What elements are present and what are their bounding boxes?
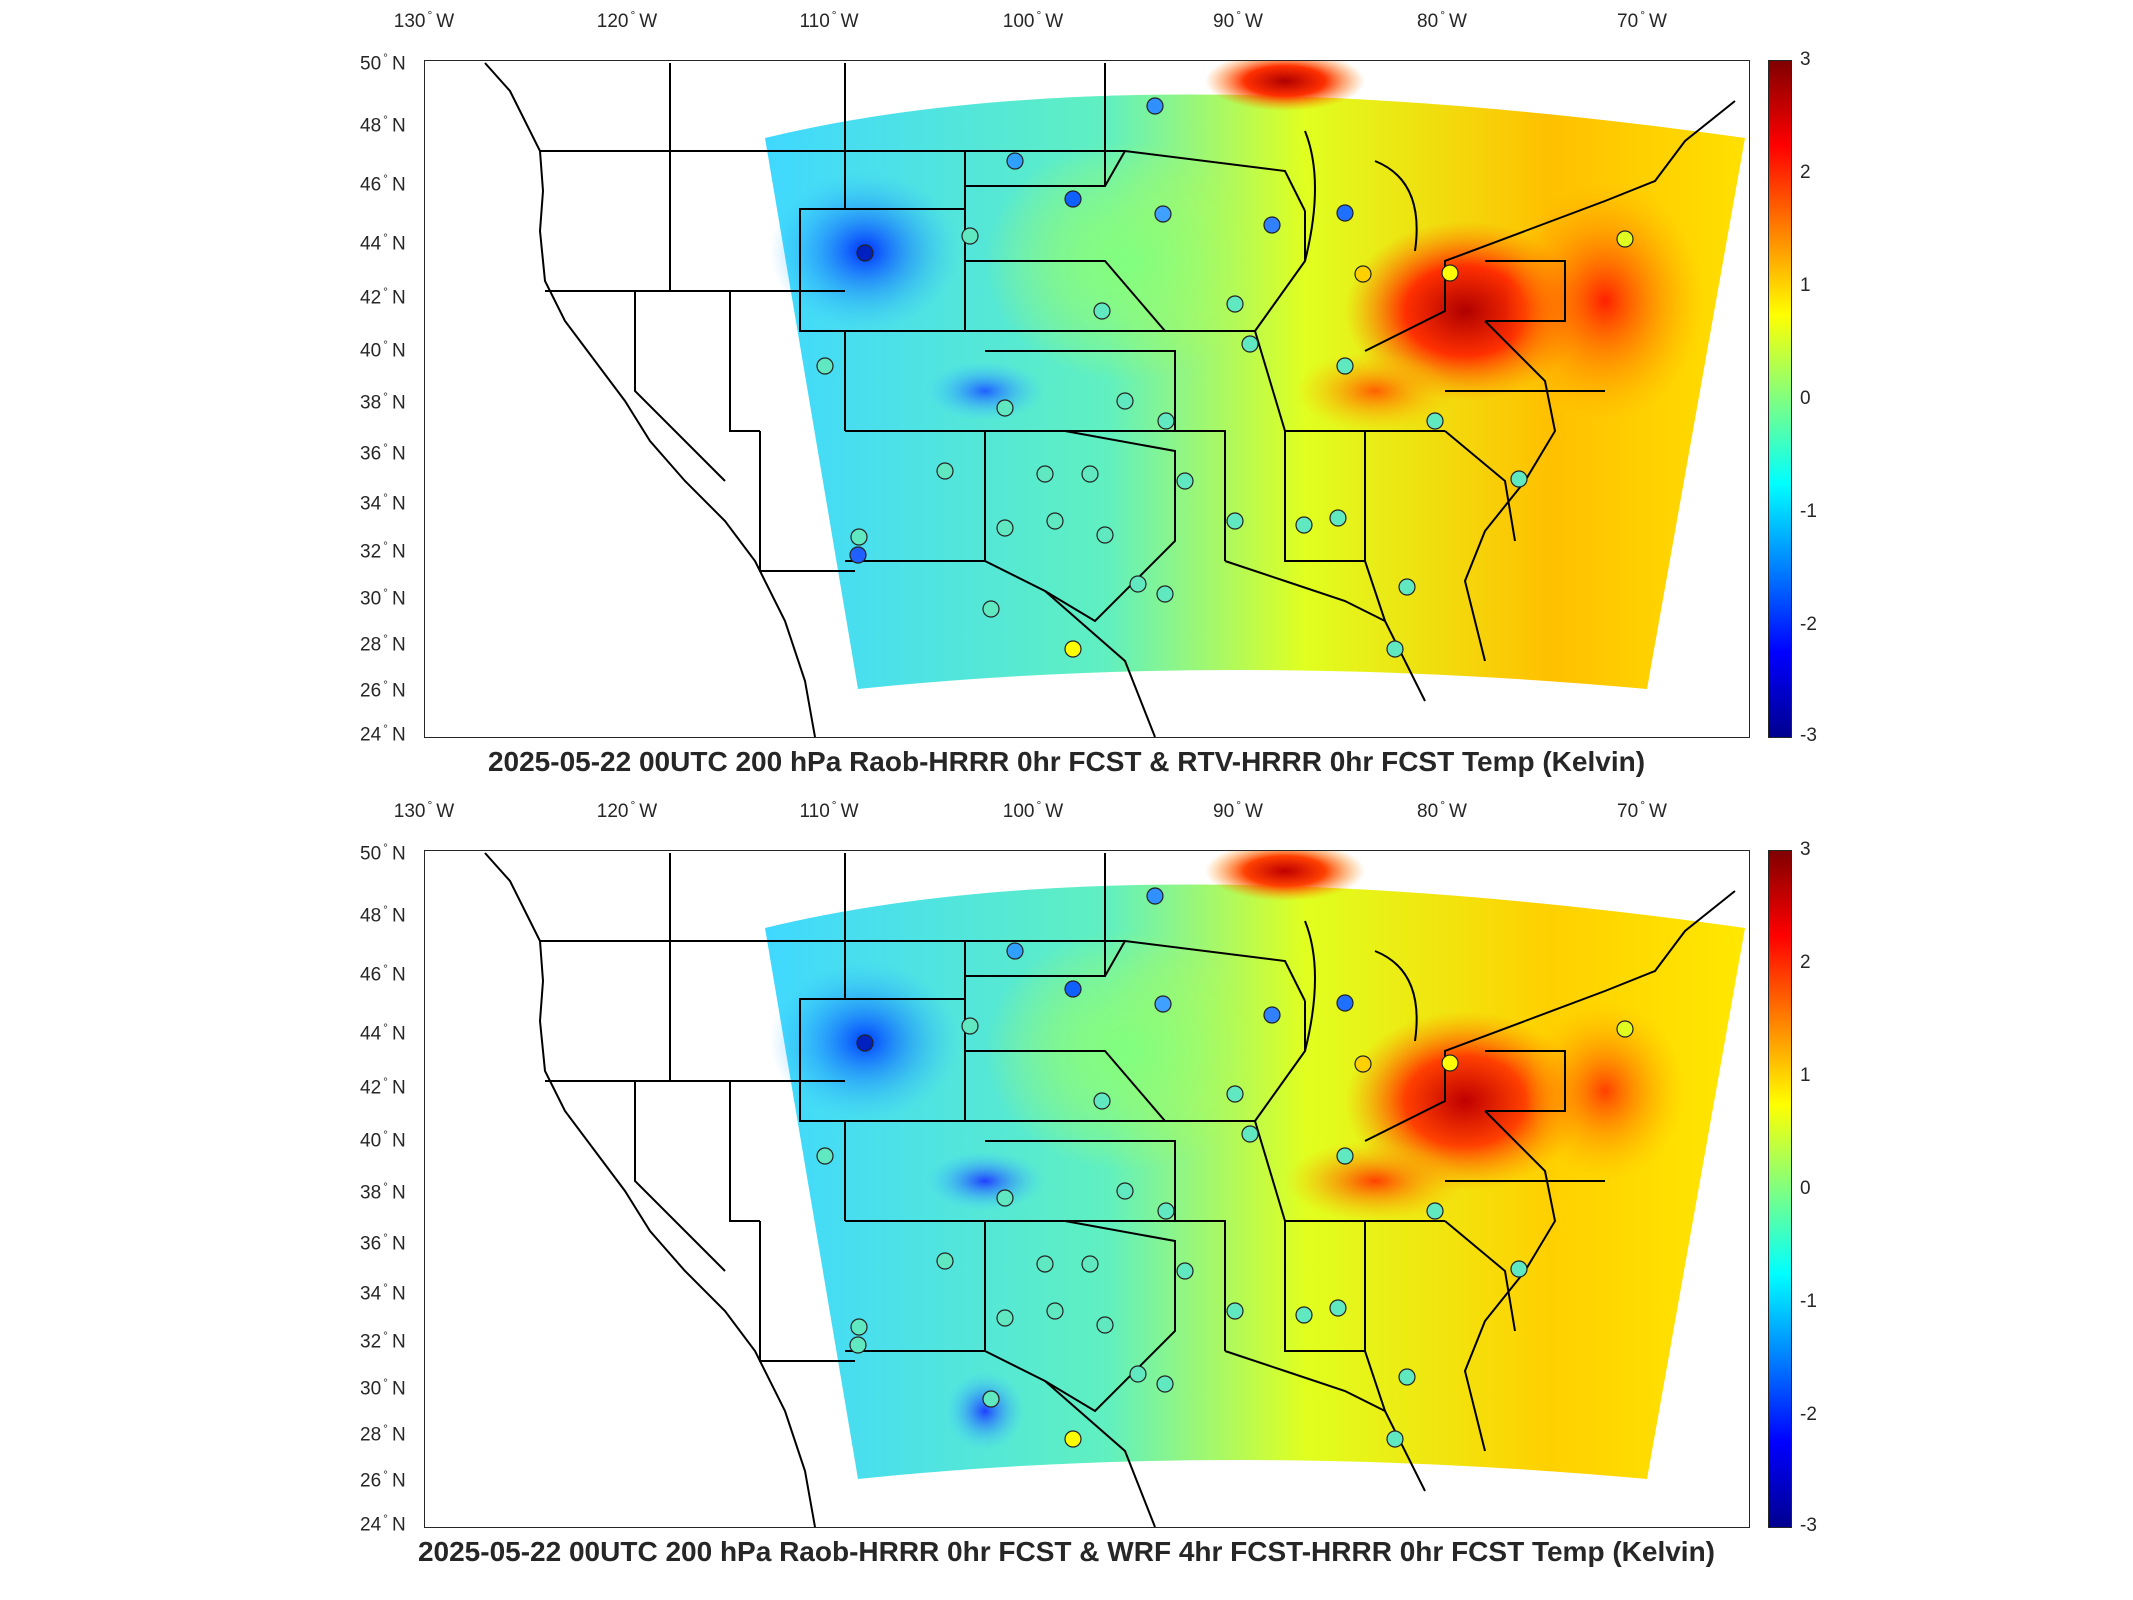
lat-label: 30 ° N (360, 1375, 406, 1400)
colorbar-tick-label: -2 (1800, 614, 1817, 635)
colorbar-tick-label: 3 (1800, 49, 1811, 70)
lat-label: 28 ° N (360, 1421, 406, 1446)
map-plot-area (424, 60, 1750, 738)
lon-label: 100 ° W (1002, 8, 1064, 32)
lat-label: 32 ° N (360, 1328, 406, 1353)
lat-label: 34 ° N (360, 490, 406, 515)
lat-label: 46 ° N (360, 171, 406, 196)
lon-label: 130 ° W (393, 798, 455, 822)
colorbar-tick-label: -3 (1800, 725, 1817, 746)
lat-label: 42 ° N (360, 284, 406, 309)
panel-title: 2025-05-22 00UTC 200 hPa Raob-HRRR 0hr F… (487, 746, 1646, 777)
lon-label: 80 ° W (1417, 798, 1467, 822)
lat-label: 42 ° N (360, 1074, 406, 1099)
lon-label: 100 ° W (1002, 798, 1064, 822)
colorbar-tick-label: 3 (1800, 839, 1811, 860)
lat-label: 38 ° N (360, 1179, 406, 1204)
panel-title: 2025-05-22 00UTC 200 hPa Raob-HRRR 0hr F… (417, 1536, 1716, 1567)
lat-label: 48 ° N (360, 112, 406, 137)
lat-label: 44 ° N (360, 1020, 406, 1045)
colorbar-tick-label: -1 (1800, 1291, 1817, 1312)
colorbar (1768, 60, 1792, 738)
lat-label: 40 ° N (360, 337, 406, 362)
lat-label: 40 ° N (360, 1127, 406, 1152)
colorbar-tick-label: 1 (1800, 275, 1811, 296)
lat-label: 46 ° N (360, 961, 406, 986)
lon-label: 70 ° W (1617, 8, 1667, 32)
lon-label: 120 ° W (596, 798, 658, 822)
colorbar-tick-label: 1 (1800, 1065, 1811, 1086)
lat-label: 44 ° N (360, 230, 406, 255)
map-panel-top: 130 ° W 120 ° W 110 ° W 100 ° W 90 ° W 80 ° W 70 ° W 5… (0, 0, 2133, 790)
lat-label: 26 ° N (360, 1467, 406, 1492)
lat-label: 24 ° N (360, 721, 406, 746)
lon-label: 110 ° W (799, 798, 859, 822)
lat-label: 24 ° N (360, 1511, 406, 1536)
lat-label: 50 ° N (360, 840, 406, 865)
map-canvas (484, 851, 1745, 1527)
colorbar (1768, 850, 1792, 1528)
lat-label: 28 ° N (360, 631, 406, 656)
colorbar-tick-label: 0 (1800, 1178, 1811, 1199)
map-panel-bottom: 130 ° W 120 ° W 110 ° W 100 ° W 90 ° W 80 ° W 70 ° W 5… (0, 790, 2133, 1580)
colorbar-tick-label: 2 (1800, 162, 1811, 183)
lon-label: 110 ° W (799, 8, 859, 32)
colorbar-tick-label: -1 (1800, 501, 1817, 522)
lat-label: 48 ° N (360, 902, 406, 927)
colorbar-tick-label: -2 (1800, 1404, 1817, 1425)
lon-label: 90 ° W (1213, 798, 1263, 822)
map-canvas (484, 61, 1745, 737)
lat-label: 50 ° N (360, 50, 406, 75)
lon-label: 90 ° W (1213, 8, 1263, 32)
lat-label: 30 ° N (360, 585, 406, 610)
lat-label: 26 ° N (360, 677, 406, 702)
lon-label: 80 ° W (1417, 8, 1467, 32)
lon-label: 130 ° W (393, 8, 455, 32)
lon-label: 120 ° W (596, 8, 658, 32)
colorbar-tick-label: -3 (1800, 1515, 1817, 1536)
map-plot-area (424, 850, 1750, 1528)
lat-label: 36 ° N (360, 1230, 406, 1255)
lat-label: 36 ° N (360, 440, 406, 465)
lat-label: 38 ° N (360, 389, 406, 414)
lat-label: 32 ° N (360, 538, 406, 563)
colorbar-tick-label: 0 (1800, 388, 1811, 409)
lat-label: 34 ° N (360, 1280, 406, 1305)
colorbar-tick-label: 2 (1800, 952, 1811, 973)
lon-label: 70 ° W (1617, 798, 1667, 822)
